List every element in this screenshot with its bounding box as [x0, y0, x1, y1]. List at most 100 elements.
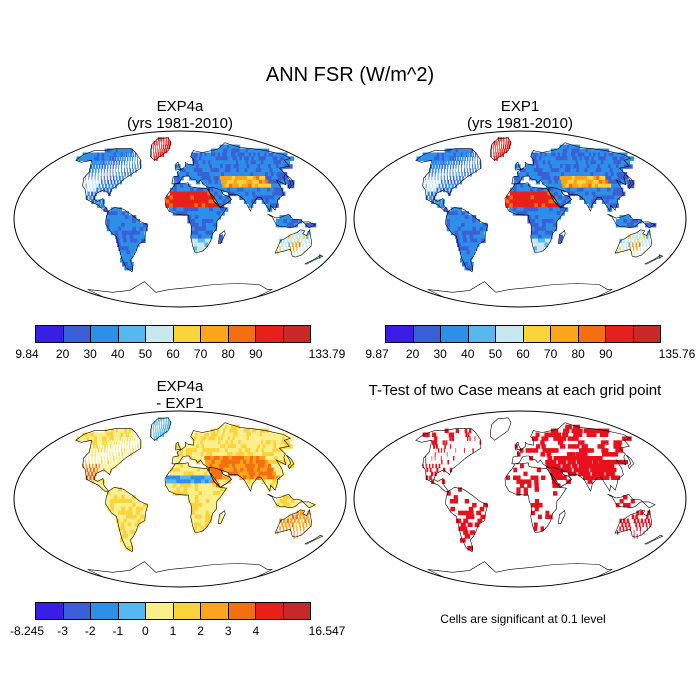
coastline-greenland: [489, 417, 512, 441]
colorbar-exp1-segment: [523, 326, 551, 342]
colorbar-exp4a-tick-label: 80: [221, 347, 235, 361]
colorbar-exp4a-tick-label: 70: [193, 347, 208, 361]
colorbar-exp1-segment: [606, 326, 634, 342]
coastline-greenland: [149, 137, 172, 161]
colorbar-exp4a-tick-label: 133.79: [308, 347, 346, 361]
coastline-newZealand: [304, 534, 324, 545]
colorbar-difference-segment: [256, 603, 284, 619]
colorbar-difference-tick-label: -1: [112, 624, 124, 638]
coastline-europeAsia: [511, 422, 632, 493]
map-exp4a: [13, 130, 347, 308]
colorbar-difference-segment: [91, 603, 119, 619]
colorbar-exp1-segment: [578, 326, 606, 342]
panel-1-title-line1: EXP4a: [156, 98, 204, 115]
colorbar-difference-segment: [201, 603, 229, 619]
coastline-antarctica: [87, 281, 273, 307]
colorbar-difference-tick-label: 3: [224, 624, 232, 638]
colorbar-exp4a-segment: [91, 326, 119, 342]
colorbar-difference: [35, 602, 311, 620]
coastline-uk: [515, 441, 522, 451]
significance-note: Cells are significant at 0.1 level: [440, 612, 606, 626]
coastline-indonesia: [607, 493, 656, 509]
panel-3-title-line1: EXP4a: [156, 378, 204, 395]
colorbar-exp4a-segment: [146, 326, 174, 342]
coastline-madagascar: [217, 510, 226, 524]
coastline-southAmerica: [445, 486, 489, 553]
coastline-madagascar: [217, 230, 226, 244]
colorbar-exp4a-segment: [201, 326, 229, 342]
colorbar-exp1-tick-label: 80: [571, 347, 585, 361]
colorbar-difference-tick-label: 16.547: [308, 624, 346, 638]
coastline-greenland: [149, 417, 172, 441]
coastline-northAmerica: [75, 148, 142, 212]
map-exp1: [353, 130, 687, 308]
map-exp4a-border: [13, 130, 347, 308]
coastline-uk: [175, 441, 182, 451]
colorbar-exp1-tick-label: 50: [488, 347, 503, 361]
coastline-northAmerica: [415, 428, 482, 492]
map-ttest-field: [415, 417, 664, 587]
coastline-southAmerica: [105, 486, 149, 553]
colorbar-exp1-segment: [413, 326, 441, 342]
colorbar-difference-segment: [228, 603, 256, 619]
coastline-arabia: [208, 467, 232, 488]
colorbar-exp1-tick-label: 30: [433, 347, 447, 361]
coastline-uk: [175, 161, 182, 171]
colorbar-exp1-segment: [496, 326, 524, 342]
colorbar-difference-segment: [63, 603, 91, 619]
colorbar-exp1-segment: [441, 326, 469, 342]
colorbar-exp4a-segment: [228, 326, 256, 342]
colorbar-exp1-segment: [468, 326, 496, 342]
coastline-antarctica: [427, 281, 613, 307]
coastline-arabia: [208, 187, 232, 208]
coastline-southAmerica: [445, 206, 489, 273]
coastline-japan: [626, 174, 635, 190]
map-difference-border: [13, 410, 347, 588]
panel-3-title: EXP4a - EXP1: [45, 378, 315, 412]
coastline-newZealand: [644, 254, 664, 265]
map-ttest-border: [353, 410, 687, 588]
coastline-europeAsia: [171, 142, 292, 213]
colorbar-exp4a-segment: [63, 326, 91, 342]
colorbar-exp4a-segment: [173, 326, 201, 342]
colorbar-difference-segment: [283, 603, 310, 619]
panel-1-title-line2: (yrs 1981-2010): [127, 115, 233, 132]
map-exp4a-field: [75, 136, 324, 307]
coastline-greenland: [489, 137, 512, 161]
colorbar-exp4a-tick-label: 90: [249, 347, 263, 361]
coastline-southAmerica: [105, 206, 149, 273]
colorbar-exp1-tick-label: 135.76: [658, 347, 696, 361]
coastline-africa: [504, 182, 568, 253]
coastline-northAmerica: [75, 428, 142, 492]
colorbar-exp1-segment: [386, 326, 414, 342]
colorbar-difference-tick-label: 1: [169, 624, 177, 638]
coastline-madagascar: [557, 230, 566, 244]
coastline-antarctica: [87, 561, 273, 587]
colorbar-exp4a-tick-label: 9.84: [15, 347, 39, 361]
colorbar-difference-tick-label: -3: [57, 624, 68, 638]
coastline-arabia: [548, 467, 572, 488]
colorbar-difference-tick-label: 4: [252, 624, 260, 638]
colorbar-exp1: [385, 325, 661, 343]
colorbar-exp4a-tick-label: 40: [111, 347, 125, 361]
colorbar-exp4a: [35, 325, 311, 343]
coastline-northAmerica: [415, 148, 482, 212]
colorbar-exp4a-segment: [36, 326, 64, 342]
map-exp1-border: [353, 130, 687, 308]
colorbar-exp4a-tick-label: 20: [55, 347, 70, 361]
colorbar-difference-segment: [146, 603, 174, 619]
panel-4-title: T-Test of two Case means at each grid po…: [340, 382, 690, 399]
colorbar-exp1-tick-label: 40: [461, 347, 475, 361]
colorbar-difference-tick-label: 2: [197, 624, 204, 638]
coastline-australia: [614, 508, 652, 538]
coastline-indonesia: [267, 493, 316, 509]
colorbar-exp1-tick-label: 9.87: [365, 347, 389, 361]
colorbar-difference-tick-label: 0: [142, 624, 149, 638]
coastline-arabia: [548, 187, 572, 208]
colorbar-exp4a-segment: [283, 326, 310, 342]
panel-2-title: EXP1 (yrs 1981-2010): [385, 98, 655, 132]
coastline-australia: [614, 228, 652, 258]
coastline-africa: [504, 462, 568, 533]
map-exp1-field: [415, 136, 664, 307]
coastline-africa: [164, 182, 228, 253]
